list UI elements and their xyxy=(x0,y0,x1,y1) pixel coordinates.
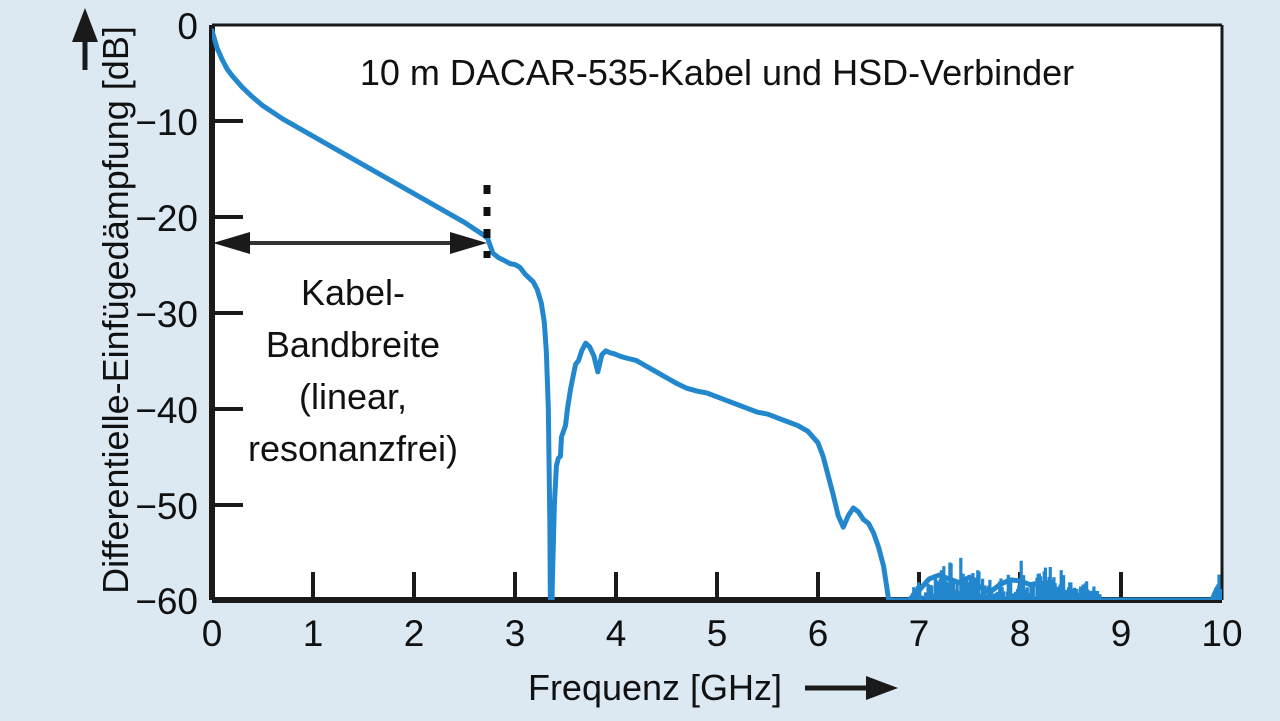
x-tick-label-0: 0 xyxy=(202,613,223,654)
x-tick-label-9: 9 xyxy=(1111,613,1132,654)
x-tick-label-8: 8 xyxy=(1010,613,1031,654)
x-tick-label-10: 10 xyxy=(1201,613,1242,654)
y-tick-label-minus60: −60 xyxy=(135,581,198,622)
x-axis-title: Frequenz [GHz] xyxy=(528,667,782,708)
x-tick-label-5: 5 xyxy=(707,613,728,654)
y-tick-label-minus20: −20 xyxy=(135,198,198,239)
bandwidth-annotation-line-3: (linear, xyxy=(299,376,407,417)
y-tick-label-minus30: −30 xyxy=(135,294,198,335)
noise-floor-band xyxy=(910,557,1222,600)
x-tick-label-3: 3 xyxy=(505,613,526,654)
y-tick-label-minus10: −10 xyxy=(135,102,198,143)
bandwidth-annotation-line-1: Kabel- xyxy=(301,272,405,313)
plot-area-background xyxy=(212,25,1222,600)
y-axis-title: Differentielle-Einfügedämpfung [dB] xyxy=(95,26,136,594)
x-tick-label-7: 7 xyxy=(909,613,930,654)
plot-title: 10 m DACAR-535-Kabel und HSD-Verbinder xyxy=(360,52,1074,93)
y-axis-direction-arrow xyxy=(72,8,98,70)
y-tick-label-minus40: −40 xyxy=(135,390,198,431)
x-tick-label-6: 6 xyxy=(808,613,829,654)
y-tick-label-0: 0 xyxy=(177,6,198,47)
y-tick-label-minus50: −50 xyxy=(135,486,198,527)
y-axis-ticks xyxy=(212,119,243,507)
x-tick-label-4: 4 xyxy=(606,613,627,654)
bandwidth-span-arrow xyxy=(213,232,487,254)
x-axis-direction-arrow xyxy=(805,676,898,700)
bandwidth-annotation-line-4: resonanzfrei) xyxy=(248,428,458,469)
x-tick-label-2: 2 xyxy=(404,613,425,654)
x-tick-label-1: 1 xyxy=(303,613,324,654)
bandwidth-annotation-line-2: Bandbreite xyxy=(266,324,440,365)
